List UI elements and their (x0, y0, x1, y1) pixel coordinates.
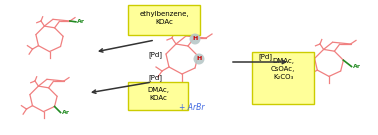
Text: Ar: Ar (353, 64, 361, 69)
Text: + ArBr: + ArBr (179, 104, 205, 112)
Text: DMAc,
KOAc: DMAc, KOAc (147, 87, 169, 101)
Text: Ar: Ar (77, 19, 85, 24)
FancyBboxPatch shape (252, 52, 314, 104)
Circle shape (194, 53, 204, 65)
Text: DMAc,
CsOAc,
K₂CO₃: DMAc, CsOAc, K₂CO₃ (271, 58, 295, 80)
FancyBboxPatch shape (128, 5, 200, 35)
Text: [Pd]: [Pd] (148, 75, 162, 81)
Text: Ar: Ar (62, 110, 70, 115)
FancyBboxPatch shape (128, 82, 188, 110)
Text: ethylbenzene,
KOAc: ethylbenzene, KOAc (139, 11, 189, 25)
Circle shape (189, 33, 200, 45)
Text: [Pd]: [Pd] (258, 54, 272, 60)
Text: H: H (192, 36, 198, 41)
Text: [Pd]: [Pd] (148, 52, 162, 58)
Text: H: H (197, 57, 201, 62)
